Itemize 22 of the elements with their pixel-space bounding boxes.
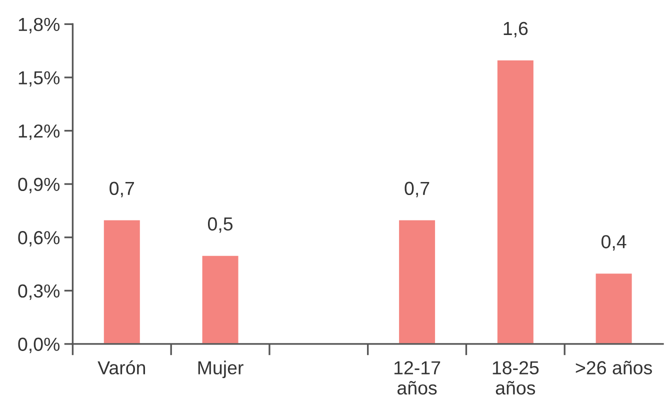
data-label: 0,7	[110, 182, 134, 198]
bar	[102, 218, 142, 344]
x-tick-label: 18-25 años	[492, 361, 539, 395]
bar	[496, 58, 535, 344]
y-tick-label: 1,2%	[18, 124, 60, 140]
data-label: 0,5	[208, 217, 233, 233]
bar	[594, 272, 634, 344]
data-label: 0,7	[404, 182, 430, 198]
x-tick-label: Mujer	[198, 360, 244, 378]
x-tick-label: >26 años	[576, 360, 652, 374]
data-label: 1,6	[504, 22, 528, 38]
y-tick-label: 0,6%	[18, 231, 60, 247]
data-label: 0,4	[602, 235, 626, 251]
y-tick-label: 0,9%	[18, 178, 60, 194]
bar	[200, 254, 240, 344]
y-tick-label: 0,0%	[18, 338, 60, 354]
y-tick-label: 0,3%	[18, 284, 60, 300]
y-tick-label: 1,8%	[18, 18, 60, 34]
y-tick-label: 1,5%	[18, 71, 60, 87]
x-tick-label: Varón	[98, 360, 146, 374]
bar	[398, 218, 436, 344]
x-tick-label: 12-17 años	[394, 361, 440, 395]
